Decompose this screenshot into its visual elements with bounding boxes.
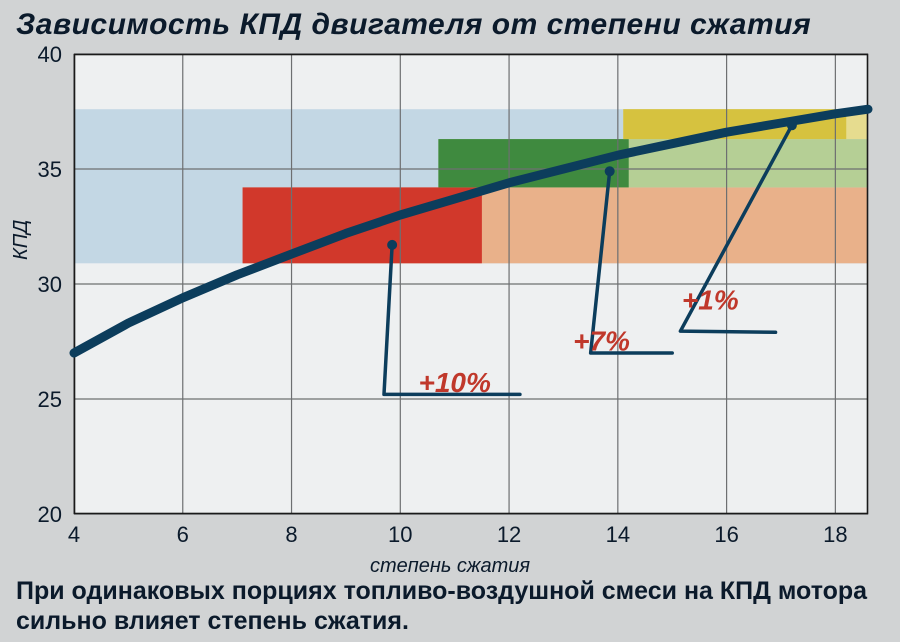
svg-text:+1%: +1% [682, 284, 739, 315]
svg-text:12: 12 [497, 522, 521, 547]
svg-text:30: 30 [38, 272, 62, 297]
svg-text:40: 40 [38, 42, 62, 67]
chart-figure: Зависимость КПД двигателя от степени сжа… [0, 0, 900, 642]
y-axis-label: КПД [10, 220, 33, 260]
svg-text:18: 18 [823, 522, 847, 547]
chart-title: Зависимость КПД двигателя от степени сжа… [16, 8, 811, 42]
svg-text:16: 16 [714, 522, 738, 547]
svg-text:20: 20 [38, 502, 62, 527]
x-axis-label: степень сжатия [0, 555, 900, 578]
plot-area: +10%+7%+1%20253035404681012141618 [74, 54, 868, 514]
svg-text:25: 25 [38, 387, 62, 412]
svg-text:+10%: +10% [418, 367, 490, 398]
svg-text:8: 8 [285, 522, 297, 547]
svg-text:+7%: +7% [573, 326, 630, 357]
svg-text:4: 4 [68, 522, 80, 547]
svg-text:35: 35 [38, 157, 62, 182]
svg-text:6: 6 [177, 522, 189, 547]
svg-text:14: 14 [606, 522, 630, 547]
chart-caption: При одинаковых порциях топливо-воздушной… [16, 577, 884, 636]
svg-text:10: 10 [388, 522, 412, 547]
plot-svg: +10%+7%+1%20253035404681012141618 [74, 54, 868, 514]
